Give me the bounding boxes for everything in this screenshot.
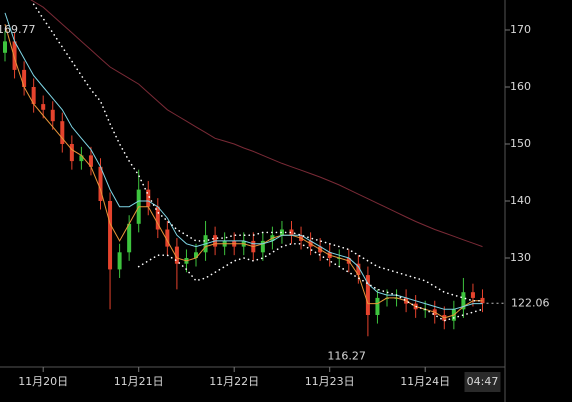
- candle-body: [41, 104, 46, 110]
- candle-body: [394, 297, 399, 299]
- x-tick-label: 11月23日: [305, 375, 355, 388]
- candle-body: [174, 246, 179, 264]
- y-tick-label: 130: [510, 251, 531, 264]
- candle-body: [98, 166, 103, 202]
- candle-body: [88, 155, 93, 167]
- candle-body: [69, 143, 74, 162]
- y-tick-label: 140: [510, 194, 531, 207]
- candle-body: [260, 240, 265, 253]
- candle-body: [289, 229, 294, 236]
- min-label: 116.27: [327, 349, 366, 362]
- candle-body: [60, 121, 65, 144]
- candle-body: [365, 275, 370, 316]
- candle-body: [12, 41, 17, 70]
- max-label: 169.77: [0, 23, 36, 36]
- indicator-line: [32, 3, 484, 302]
- candle-body: [279, 229, 284, 236]
- y-tick-label: 170: [510, 23, 531, 36]
- y-tick-label: 150: [510, 137, 531, 150]
- candle-body: [3, 41, 7, 53]
- candle-body: [117, 252, 122, 270]
- price-label: 122.06: [511, 296, 550, 309]
- time-label: 04:47: [467, 375, 499, 388]
- candle-body: [194, 252, 198, 259]
- plot-area: [3, 0, 485, 337]
- candle-body: [108, 201, 113, 270]
- candle-body: [146, 189, 151, 207]
- candle-body: [356, 263, 361, 276]
- indicator-line: [30, 0, 483, 248]
- candle-body: [375, 297, 380, 316]
- candle-body: [22, 69, 27, 87]
- candle-body: [127, 223, 132, 253]
- indicator-line: [4, 24, 483, 319]
- indicator-line: [137, 243, 484, 322]
- time-label-box: [464, 372, 501, 392]
- candle-body: [470, 292, 475, 298]
- y-tick-label: 160: [510, 80, 531, 93]
- candle-body: [31, 86, 36, 105]
- indicator-line: [4, 12, 483, 310]
- x-tick-label: 11月20日: [18, 375, 68, 388]
- candle-body: [165, 229, 170, 247]
- candle-body: [461, 292, 466, 310]
- x-tick-label: 11月22日: [209, 375, 259, 388]
- candle-body: [50, 109, 55, 122]
- candle-body: [79, 155, 84, 162]
- x-tick-label: 11月21日: [114, 375, 164, 388]
- candle-body: [155, 206, 160, 230]
- x-tick-label: 11月24日: [400, 375, 450, 388]
